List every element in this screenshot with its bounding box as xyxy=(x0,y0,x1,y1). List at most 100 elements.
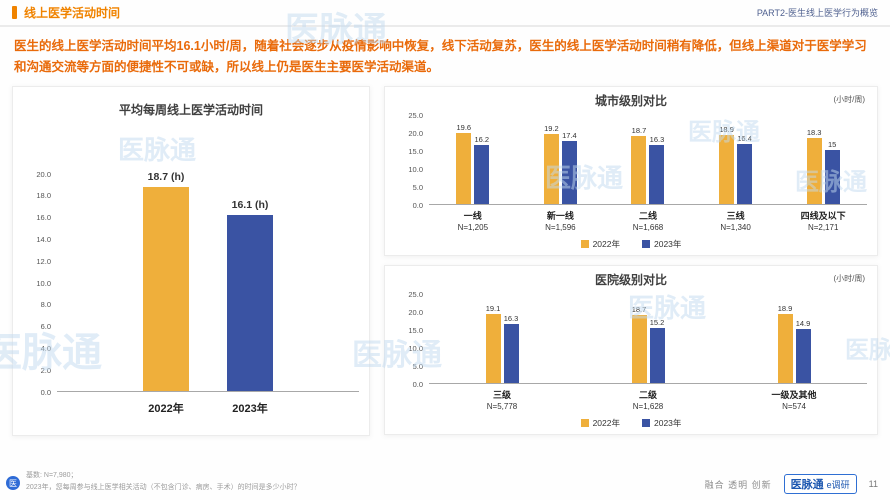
category-label: 三线 N=1,340 xyxy=(692,209,780,232)
legend-swatch-blue xyxy=(642,418,650,427)
legend-label-2022: 2022年 xyxy=(592,417,620,428)
category-label: 一线 N=1,205 xyxy=(429,209,517,232)
category-label: 四线及以下 N=2,171 xyxy=(779,209,867,232)
legend-swatch-gold xyxy=(580,239,589,248)
y-tick-label: 4.0 xyxy=(40,343,51,353)
category-n: N=1,205 xyxy=(457,222,489,232)
category-name: 二线 xyxy=(638,210,657,221)
legend-swatch-blue xyxy=(642,239,650,248)
bar-group: 16.1 (h) xyxy=(227,199,273,391)
bar-wrap: 18.9 xyxy=(719,125,735,204)
y-tick-label: 5.0 xyxy=(412,361,423,371)
bars-row: 19.1 16.3 18.7 15.2 18.9 14.9 xyxy=(429,294,867,384)
unit-label-city: (小时/周) xyxy=(833,94,865,104)
category-name: 三线 xyxy=(726,210,745,221)
bar xyxy=(543,134,559,204)
unit-label-hospital: (小时/周) xyxy=(833,273,865,283)
summary-text: 医生的线上医学活动时间平均16.1小时/周，随着社会逐步从疫情影响中恢复，线下活… xyxy=(14,39,867,75)
bars-row: 19.6 16.2 19.2 17.4 18.7 16.3 18.9 16.4 18.3 15 xyxy=(429,115,867,205)
category-label: 2022年 xyxy=(143,396,189,416)
y-tick-label: 0.0 xyxy=(412,200,423,210)
bar xyxy=(777,314,793,383)
bar-value-label: 18.7 xyxy=(631,126,647,136)
category-name: 2022年 xyxy=(148,402,184,415)
hospital-level-panel: 医院级别对比 (小时/周) 0.0 5.0 10.0 15.0 20.0 25.0 19.1… xyxy=(384,264,878,435)
bar-value-label: 14.9 xyxy=(795,318,811,328)
footnote-base: 基数: N=7,980； xyxy=(26,472,78,480)
bar-value-label: 18.7 (h) xyxy=(147,171,185,184)
bar-value-label: 18.9 xyxy=(719,125,734,135)
y-axis: 0.0 2.0 4.0 6.0 8.0 10.0 12.0 14.0 16.0 18.0 20.0 xyxy=(23,170,57,395)
bar-group: 19.2 17.4 xyxy=(543,124,577,204)
bar-group: 18.7 15.2 xyxy=(631,305,665,383)
bar-wrap: 19.2 xyxy=(543,124,559,204)
chart-hospital-level: 0.0 5.0 10.0 15.0 20.0 25.0 19.1 16.3 18.7 15.2 18… xyxy=(395,289,867,411)
y-tick-label: 6.0 xyxy=(40,322,51,332)
bar-value-label: 16.3 xyxy=(503,313,519,323)
section-label: PART2-医生线上医学行为概览 xyxy=(756,8,878,18)
bar xyxy=(631,136,647,204)
bar xyxy=(227,215,273,391)
bar xyxy=(631,315,647,383)
chart-legend-hospital: 2022年 2023年 xyxy=(395,417,867,429)
category-name: 一级及其他 xyxy=(771,389,817,400)
bar-wrap: 18.7 xyxy=(631,126,647,204)
category-name: 新一线 xyxy=(546,210,574,221)
footnote: 基数: N=7,980； 2023年，您每周参与线上医学相关活动（不包含门诊、病… xyxy=(26,470,301,494)
bar xyxy=(485,313,501,383)
category-label: 新一线 N=1,596 xyxy=(517,209,605,232)
y-tick-label: 20.0 xyxy=(408,307,423,317)
y-tick-label: 20.0 xyxy=(408,128,423,138)
bar-wrap: 18.9 xyxy=(777,304,793,383)
y-tick-label: 10.0 xyxy=(408,343,423,353)
chart-city-level: 0.0 5.0 10.0 15.0 20.0 25.0 19.6 16.2 19.2 17.4 18… xyxy=(395,111,867,232)
y-tick-label: 8.0 xyxy=(40,300,51,310)
legend-item-2023: 2023年 xyxy=(642,238,681,250)
legend-item-2023: 2023年 xyxy=(642,417,681,429)
bar-value-label: 19.1 xyxy=(485,303,501,313)
legend-item-2022: 2022年 xyxy=(580,238,620,250)
bar xyxy=(474,145,490,204)
bar-group: 19.6 16.2 xyxy=(456,123,490,204)
legend-label-2022: 2022年 xyxy=(592,238,620,249)
bar-value-label: 15.2 xyxy=(649,317,665,327)
bar-wrap: 19.1 xyxy=(485,303,501,383)
category-row: 2022年 2023年 xyxy=(57,396,359,416)
page-footer: 医 基数: N=7,980； 2023年，您每周参与线上医学相关活动（不包含门诊… xyxy=(0,466,890,500)
bar-wrap: 15.2 xyxy=(649,317,665,383)
slogan: 融合 透明 创新 xyxy=(704,479,772,490)
y-tick-label: 25.0 xyxy=(408,289,423,299)
y-tick-label: 12.0 xyxy=(36,256,51,266)
bar-value-label: 18.7 xyxy=(631,305,647,315)
mini-logo-icon: 医 xyxy=(6,476,20,490)
category-n: N=1,596 xyxy=(545,222,576,232)
brand-logo: 医脉通 e调研 xyxy=(783,474,857,494)
legend-label-2023: 2023年 xyxy=(654,417,682,428)
brand-logo-sub: e调研 xyxy=(826,479,850,490)
bar-wrap: 16.2 xyxy=(474,135,490,204)
y-tick-label: 14.0 xyxy=(36,234,51,244)
bar-group: 18.9 16.4 xyxy=(719,125,753,204)
category-row: 一线 N=1,205 新一线 N=1,596 二线 N=1,668 三线 N=1,340 四线及… xyxy=(429,209,867,232)
bar-group: 18.7 16.3 xyxy=(631,126,665,204)
bar-value-label: 16.1 (h) xyxy=(231,199,269,212)
category-label: 二线 N=1,668 xyxy=(604,209,692,232)
bar-wrap: 16.1 (h) xyxy=(227,199,273,391)
y-tick-label: 10.0 xyxy=(408,164,423,174)
y-tick-label: 0.0 xyxy=(40,387,51,397)
y-axis: 0.0 5.0 10.0 15.0 20.0 25.0 xyxy=(395,289,429,387)
bar xyxy=(795,328,811,383)
bar-value-label: 15 xyxy=(828,139,837,149)
plot-area: 18.7 (h) 16.1 (h) 2022年 2023年 xyxy=(57,171,359,416)
plot-area: 19.1 16.3 18.7 15.2 18.9 14.9 三级 N=5,778 二级 N=1,6… xyxy=(429,294,867,411)
bar xyxy=(561,140,577,204)
bar-value-label: 18.3 xyxy=(806,127,822,137)
city-level-panel: 城市级别对比 (小时/周) 0.0 5.0 10.0 15.0 20.0 25.0 19.6… xyxy=(384,85,878,256)
page-number: 11 xyxy=(868,479,878,489)
category-name: 一线 xyxy=(463,210,482,221)
bar-value-label: 18.9 xyxy=(777,304,793,314)
category-row: 三级 N=5,778 二级 N=1,628 一级及其他 N=574 xyxy=(429,388,867,411)
y-tick-label: 2.0 xyxy=(40,365,51,375)
chart-title-weekly: 平均每周线上医学活动时间 xyxy=(118,102,263,117)
page-header: 线上医学活动时间 PART2-医生线上医学行为概览 xyxy=(0,0,890,27)
